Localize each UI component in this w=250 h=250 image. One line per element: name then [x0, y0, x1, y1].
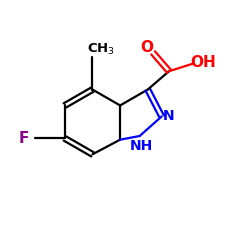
Text: N: N — [163, 110, 174, 124]
Text: CH$_3$: CH$_3$ — [87, 42, 115, 57]
Text: NH: NH — [129, 139, 152, 153]
Text: F: F — [19, 131, 30, 146]
Text: OH: OH — [190, 55, 216, 70]
Text: O: O — [140, 40, 153, 56]
